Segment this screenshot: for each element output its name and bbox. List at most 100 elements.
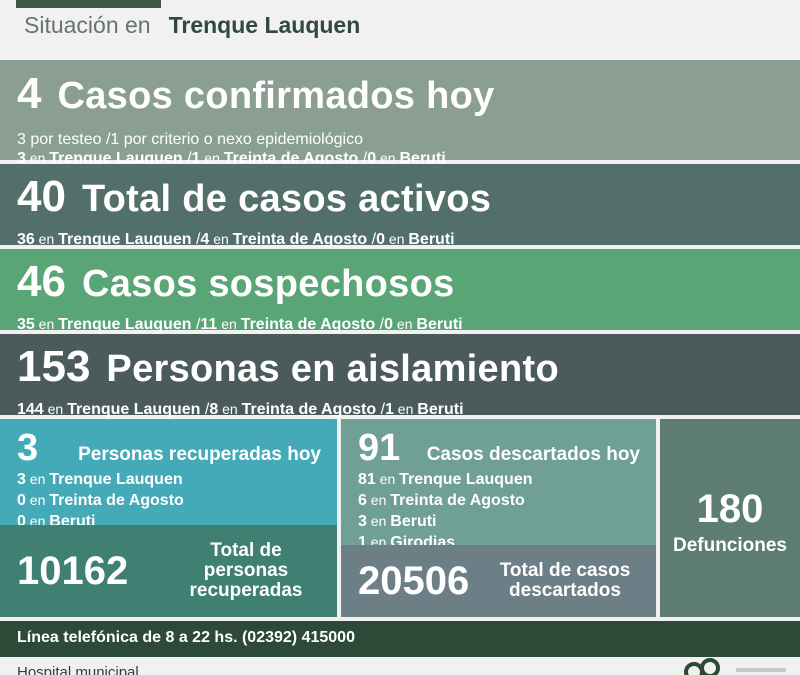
- top-accent-bar: [16, 0, 161, 8]
- breakdown-place: Treinta de Agosto: [223, 150, 359, 167]
- list-item: 0 en Treinta de Agosto: [17, 490, 337, 511]
- breakdown-item: 0 en Beruti: [367, 150, 446, 167]
- header: Situación en Trenque Lauquen: [24, 12, 360, 44]
- discarded-today-panel: 91 Casos descartados hoy 81 en Trenque L…: [341, 419, 656, 551]
- breakdown-count: 4: [200, 231, 210, 248]
- breakdown-separator: /: [195, 316, 201, 333]
- recovered-today-title: Personas recuperadas hoy: [78, 444, 321, 465]
- item-place: Beruti: [390, 513, 437, 530]
- breakdown-separator: /: [187, 150, 192, 167]
- recovered-total-label: Total de personas recuperadas: [189, 540, 303, 601]
- suspected-breakdown: 35 en Trenque Lauquen /11 en Treinta de …: [17, 315, 800, 334]
- list-item: 3 en Beruti: [358, 511, 656, 532]
- breakdown-separator: /: [380, 401, 386, 418]
- breakdown-count: 0: [376, 231, 386, 248]
- breakdown-count: 1: [385, 401, 394, 418]
- suspected-count: 46: [17, 257, 66, 306]
- discarded-today-title: Casos descartados hoy: [426, 444, 640, 465]
- item-place: Treinta de Agosto: [49, 492, 184, 509]
- breakdown-en: en: [217, 316, 241, 332]
- breakdown-separator: /: [204, 401, 210, 418]
- confirmed-count: 4: [17, 69, 42, 118]
- breakdown-place: Trenque Lauquen: [67, 401, 201, 418]
- breakdown-separator: /: [195, 231, 201, 248]
- isolation-count: 153: [17, 342, 91, 391]
- item-en: en: [25, 492, 50, 508]
- breakdown-item: 0 en Beruti: [384, 316, 463, 333]
- breakdown-count: 3: [17, 150, 26, 167]
- breakdown-count: 11: [200, 316, 218, 333]
- item-count: 6: [358, 492, 367, 509]
- deaths-count: 180: [696, 487, 764, 531]
- footer-hospital: Hospital municipal: [17, 664, 139, 675]
- recovered-today-list: 3 en Trenque Lauquen 0 en Treinta de Agos…: [17, 469, 337, 532]
- municipal-logo-icon: [684, 658, 720, 675]
- breakdown-en: en: [376, 150, 400, 166]
- item-en: en: [366, 492, 391, 508]
- active-count: 40: [17, 172, 66, 221]
- breakdown-place: Beruti: [408, 231, 455, 248]
- list-item: 3 en Trenque Lauquen: [17, 469, 337, 490]
- breakdown-count: 144: [17, 401, 44, 418]
- breakdown-place: Trenque Lauquen: [49, 150, 183, 167]
- breakdown-place: Treinta de Agosto: [232, 231, 368, 248]
- recovered-total-count: 10162: [17, 549, 129, 593]
- list-item: 6 en Treinta de Agosto: [358, 490, 656, 511]
- item-count: 3: [358, 513, 367, 530]
- deaths-panel: 180 Defunciones: [660, 419, 800, 617]
- breakdown-place: Treinta de Agosto: [241, 401, 377, 418]
- confirmed-title: Casos confirmados hoy: [57, 75, 495, 117]
- breakdown-count: 0: [384, 316, 394, 333]
- breakdown-place: Treinta de Agosto: [240, 316, 376, 333]
- breakdown-en: en: [218, 401, 242, 417]
- isolation-breakdown: 144 en Trenque Lauquen /8 en Treinta de …: [17, 400, 800, 419]
- discarded-today-count: 91: [358, 427, 401, 469]
- header-label: Situación en: [24, 12, 151, 38]
- item-en: en: [366, 513, 391, 529]
- breakdown-item: 4 en Treinta de Agosto /: [200, 231, 376, 248]
- breakdown-separator: /: [362, 150, 368, 167]
- suspected-title: Casos sospechosos: [81, 263, 455, 305]
- recovered-today-count: 3: [17, 427, 39, 469]
- item-count: 1: [358, 534, 367, 551]
- recovered-today-panel: 3 Personas recuperadas hoy 3 en Trenque …: [0, 419, 337, 530]
- breakdown-count: 35: [17, 316, 35, 333]
- breakdown-count: 0: [367, 150, 377, 167]
- breakdown-item: 144 en Trenque Lauquen /: [17, 401, 209, 418]
- confirmed-breakdown: 3 en Trenque Lauquen /1 en Treinta de Ag…: [17, 149, 800, 168]
- breakdown-en: en: [393, 316, 417, 332]
- breakdown-item: 8 en Treinta de Agosto /: [209, 401, 385, 418]
- breakdown-item: 36 en Trenque Lauquen /: [17, 231, 200, 248]
- footer-small-text: [736, 668, 786, 672]
- breakdown-item: 11 en Treinta de Agosto /: [200, 316, 384, 333]
- breakdown-place: Trenque Lauquen: [58, 316, 192, 333]
- breakdown-count: 8: [209, 401, 219, 418]
- item-place: Trenque Lauquen: [399, 471, 533, 488]
- header-city: Trenque Lauquen: [168, 12, 361, 38]
- recovered-total-panel: 10162 Total de personas recuperadas: [0, 525, 337, 617]
- breakdown-item: 35 en Trenque Lauquen /: [17, 316, 200, 333]
- active-breakdown: 36 en Trenque Lauquen /4 en Treinta de A…: [17, 230, 800, 249]
- suspected-cases-panel: 46 Casos sospechosos 35 en Trenque Lauqu…: [0, 249, 800, 333]
- item-count: 81: [358, 471, 376, 488]
- breakdown-separator: /: [371, 231, 377, 248]
- discarded-today-list: 81 en Trenque Lauquen 6 en Treinta de Ago…: [358, 469, 656, 553]
- isolation-panel: 153 Personas en aislamiento 144 en Trenq…: [0, 334, 800, 418]
- isolation-title: Personas en aislamiento: [106, 348, 559, 390]
- discarded-total-count: 20506: [358, 559, 470, 603]
- discarded-total-panel: 20506 Total de casos descartados: [341, 545, 656, 617]
- breakdown-item: 3 en Trenque Lauquen /: [17, 150, 192, 167]
- breakdown-en: en: [34, 316, 59, 332]
- breakdown-item: 1 en Treinta de Agosto /: [192, 150, 368, 167]
- breakdown-separator: /: [379, 316, 385, 333]
- breakdown-place: Beruti: [417, 401, 464, 418]
- breakdown-en: en: [209, 231, 233, 247]
- item-place: Trenque Lauquen: [49, 471, 183, 488]
- breakdown-item: 1 en Beruti: [385, 401, 464, 418]
- breakdown-en: en: [34, 231, 59, 247]
- item-count: 0: [17, 492, 26, 509]
- confirmed-detail: 3 por testeo /1 por criterio o nexo epid…: [17, 131, 363, 148]
- breakdown-en: en: [393, 401, 418, 417]
- breakdown-en: en: [25, 150, 50, 166]
- deaths-label: Defunciones: [672, 535, 788, 556]
